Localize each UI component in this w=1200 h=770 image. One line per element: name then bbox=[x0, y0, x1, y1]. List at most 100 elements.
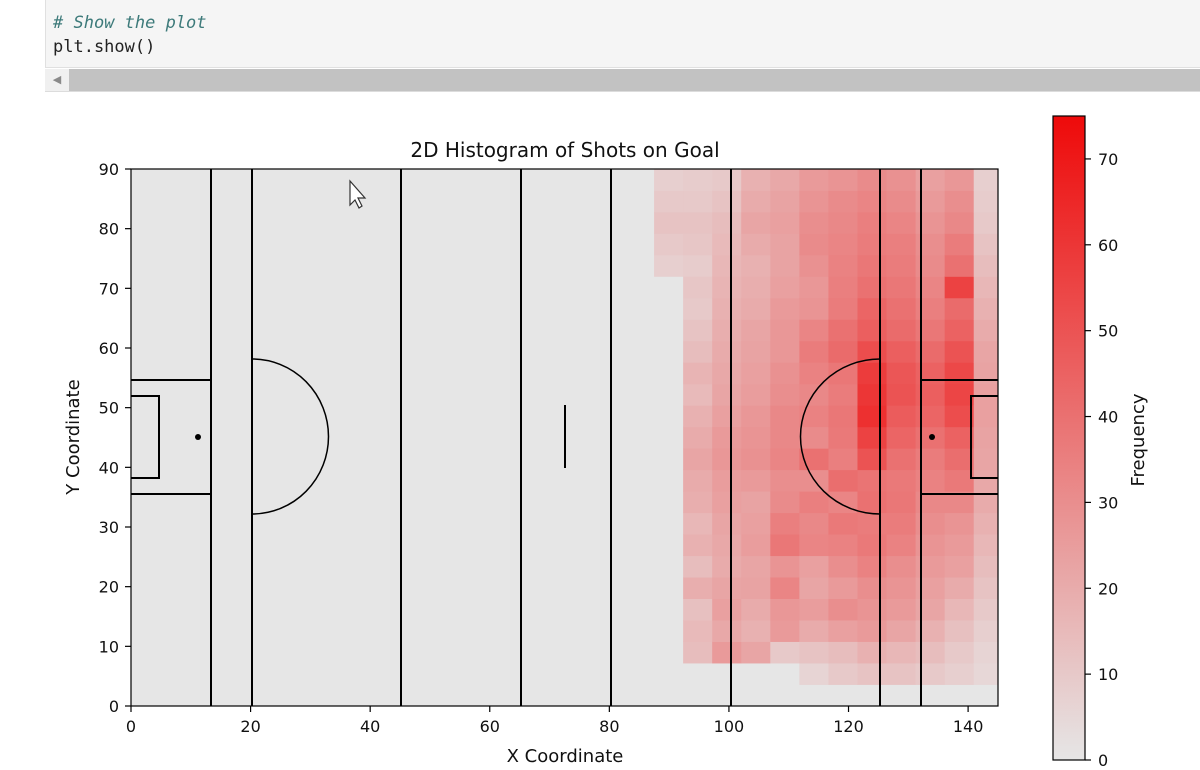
heatmap-cell bbox=[944, 362, 975, 385]
heatmap-cell bbox=[886, 620, 917, 642]
heatmap-cell bbox=[857, 190, 887, 213]
heatmap-cell bbox=[915, 620, 946, 642]
heatmap-cell bbox=[973, 169, 998, 191]
heatmap-cell bbox=[828, 169, 858, 191]
heatmap-cell bbox=[770, 426, 800, 449]
heatmap-cell bbox=[799, 276, 829, 299]
heatmap-cell bbox=[712, 383, 742, 406]
y-tick-label: 40 bbox=[99, 458, 119, 477]
heatmap-cell bbox=[944, 405, 975, 428]
heatmap-cell bbox=[857, 534, 887, 557]
y-tick-label: 80 bbox=[99, 220, 119, 239]
heatmap-cell bbox=[770, 448, 800, 471]
y-tick-label: 20 bbox=[99, 578, 119, 597]
heatmap-cell bbox=[857, 663, 887, 685]
heatmap-cell bbox=[828, 319, 858, 342]
y-tick-label: 10 bbox=[99, 637, 119, 656]
heatmap-cell bbox=[683, 426, 713, 449]
heatmap-cell bbox=[857, 62, 886, 84]
heatmap-cell bbox=[654, 62, 683, 84]
right-arc bbox=[799, 358, 881, 515]
heatmap-cell bbox=[741, 340, 771, 363]
heatmap-cell bbox=[712, 620, 742, 642]
heatmap-cell bbox=[828, 233, 858, 256]
heatmap-cell bbox=[828, 448, 858, 471]
heatmap-cell bbox=[799, 598, 829, 621]
heatmap-cell bbox=[915, 512, 946, 535]
heatmap-cell bbox=[1003, 169, 1032, 191]
heatmap-cell bbox=[770, 297, 800, 320]
heatmap-cell bbox=[1003, 491, 1032, 513]
y-tick-label: 0 bbox=[109, 697, 119, 716]
heatmap-cell bbox=[770, 233, 800, 256]
heatmap-cell bbox=[915, 555, 946, 578]
code-cell[interactable]: # Show the plot plt.show() bbox=[45, 0, 1200, 68]
heatmap-cell bbox=[741, 169, 771, 191]
heatmap-cell bbox=[857, 448, 887, 471]
heatmap-cell bbox=[683, 534, 713, 557]
heatmap-cell bbox=[770, 340, 800, 363]
heatmap-cell bbox=[944, 448, 975, 471]
heatmap-cell bbox=[770, 169, 800, 191]
heatmap-cell bbox=[741, 362, 771, 385]
heatmap-cell bbox=[683, 469, 713, 492]
heatmap-cell bbox=[1177, 491, 1200, 513]
heatmap-cell bbox=[973, 641, 998, 664]
heatmap-cell bbox=[828, 297, 858, 320]
heatmap-cell bbox=[857, 577, 887, 599]
heatmap-cell bbox=[973, 512, 998, 535]
scrollbar-thumb[interactable] bbox=[69, 69, 1200, 91]
heatmap-cell bbox=[944, 383, 975, 406]
heatmap-cell bbox=[1148, 599, 1177, 621]
heatmap-cell bbox=[770, 276, 800, 299]
heatmap-cell bbox=[886, 319, 917, 342]
heatmap-cell bbox=[915, 491, 946, 514]
heatmap-cell bbox=[974, 105, 1003, 127]
heatmap-cell bbox=[944, 297, 975, 320]
x-tick-label: 100 bbox=[714, 717, 745, 736]
heatmap-cell bbox=[944, 169, 975, 191]
heatmap-cell bbox=[915, 190, 946, 213]
heatmap-cell bbox=[915, 319, 946, 342]
heatmap-cell bbox=[1003, 620, 1032, 642]
heatmap-cell bbox=[683, 276, 713, 299]
heatmap-cell bbox=[973, 276, 998, 299]
heatmap-cell bbox=[915, 448, 946, 471]
x-axis-ticks: 0 20 40 60 80 100 120 140 bbox=[126, 706, 983, 736]
heatmap-cell bbox=[1003, 233, 1032, 255]
heatmap-cell bbox=[770, 405, 800, 428]
heatmap-cell bbox=[857, 105, 886, 127]
heatmap-cell bbox=[973, 319, 998, 342]
heatmap-cell bbox=[770, 105, 799, 127]
heatmap-cell bbox=[654, 211, 684, 234]
heatmap-cell bbox=[857, 383, 887, 406]
heatmap-cell bbox=[886, 663, 917, 685]
colorbar-tick-label: 10 bbox=[1098, 665, 1118, 684]
heatmap-cell bbox=[828, 555, 858, 578]
heatmap-cell bbox=[828, 512, 858, 535]
heatmap-cell bbox=[886, 362, 917, 385]
heatmap-cell bbox=[973, 598, 998, 621]
heatmap-cell bbox=[683, 598, 713, 621]
heatmap-cell bbox=[915, 297, 946, 320]
horizontal-scrollbar[interactable]: ◀ bbox=[45, 69, 1200, 92]
heatmap-cell bbox=[654, 233, 684, 256]
heatmap-cell bbox=[887, 62, 916, 84]
heatmap-cell bbox=[857, 426, 887, 449]
heatmap-cell bbox=[886, 383, 917, 406]
scroll-left-arrow-icon[interactable]: ◀ bbox=[52, 73, 62, 86]
heatmap-cell bbox=[741, 469, 771, 492]
heatmap-cell bbox=[741, 555, 771, 578]
x-tick-label: 140 bbox=[953, 717, 984, 736]
heatmap-cell bbox=[886, 276, 917, 299]
heatmap-cell bbox=[799, 491, 829, 514]
heatmap-cell bbox=[799, 383, 829, 406]
heatmap-cell bbox=[828, 577, 858, 599]
y-tick-label: 60 bbox=[99, 339, 119, 358]
heatmap-cell bbox=[915, 362, 946, 385]
colorbar-tick-label: 40 bbox=[1098, 408, 1118, 427]
heatmap-cell bbox=[828, 62, 857, 84]
heatmap-cell bbox=[770, 555, 800, 578]
heatmap-cell bbox=[857, 512, 887, 535]
heatmap-cell bbox=[944, 319, 975, 342]
